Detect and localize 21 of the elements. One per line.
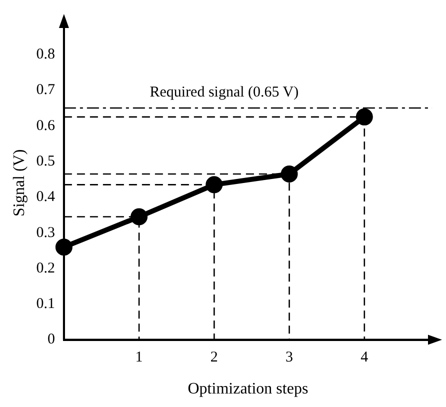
point [55, 238, 72, 256]
y-tick-label: 0.4 [36, 189, 56, 206]
point [130, 208, 148, 226]
y-tick-label: 0.5 [36, 153, 55, 170]
y-axis-title: Signal (V) [10, 149, 28, 216]
y-tick-label: 0.6 [36, 118, 56, 134]
point [356, 108, 373, 126]
y-tick-label: 0 [47, 332, 55, 348]
x-tick-label: 4 [360, 350, 369, 366]
y-tick-label: 0.8 [36, 46, 55, 62]
y-tick-label: 0.1 [36, 296, 55, 312]
x-tick-label: 1 [135, 350, 143, 366]
point [280, 165, 298, 182]
point [206, 176, 223, 194]
ref-line-label: Required signal (0.65 V) [150, 84, 299, 100]
y-tick-label: 0.3 [36, 224, 55, 241]
x-tick-label: 2 [210, 350, 218, 366]
y-tick-label: 0.7 [36, 82, 56, 98]
x-axis-title: Optimization steps [188, 380, 308, 398]
x-tick-label: 3 [286, 350, 294, 366]
y-tick-label: 0.2 [36, 260, 55, 276]
